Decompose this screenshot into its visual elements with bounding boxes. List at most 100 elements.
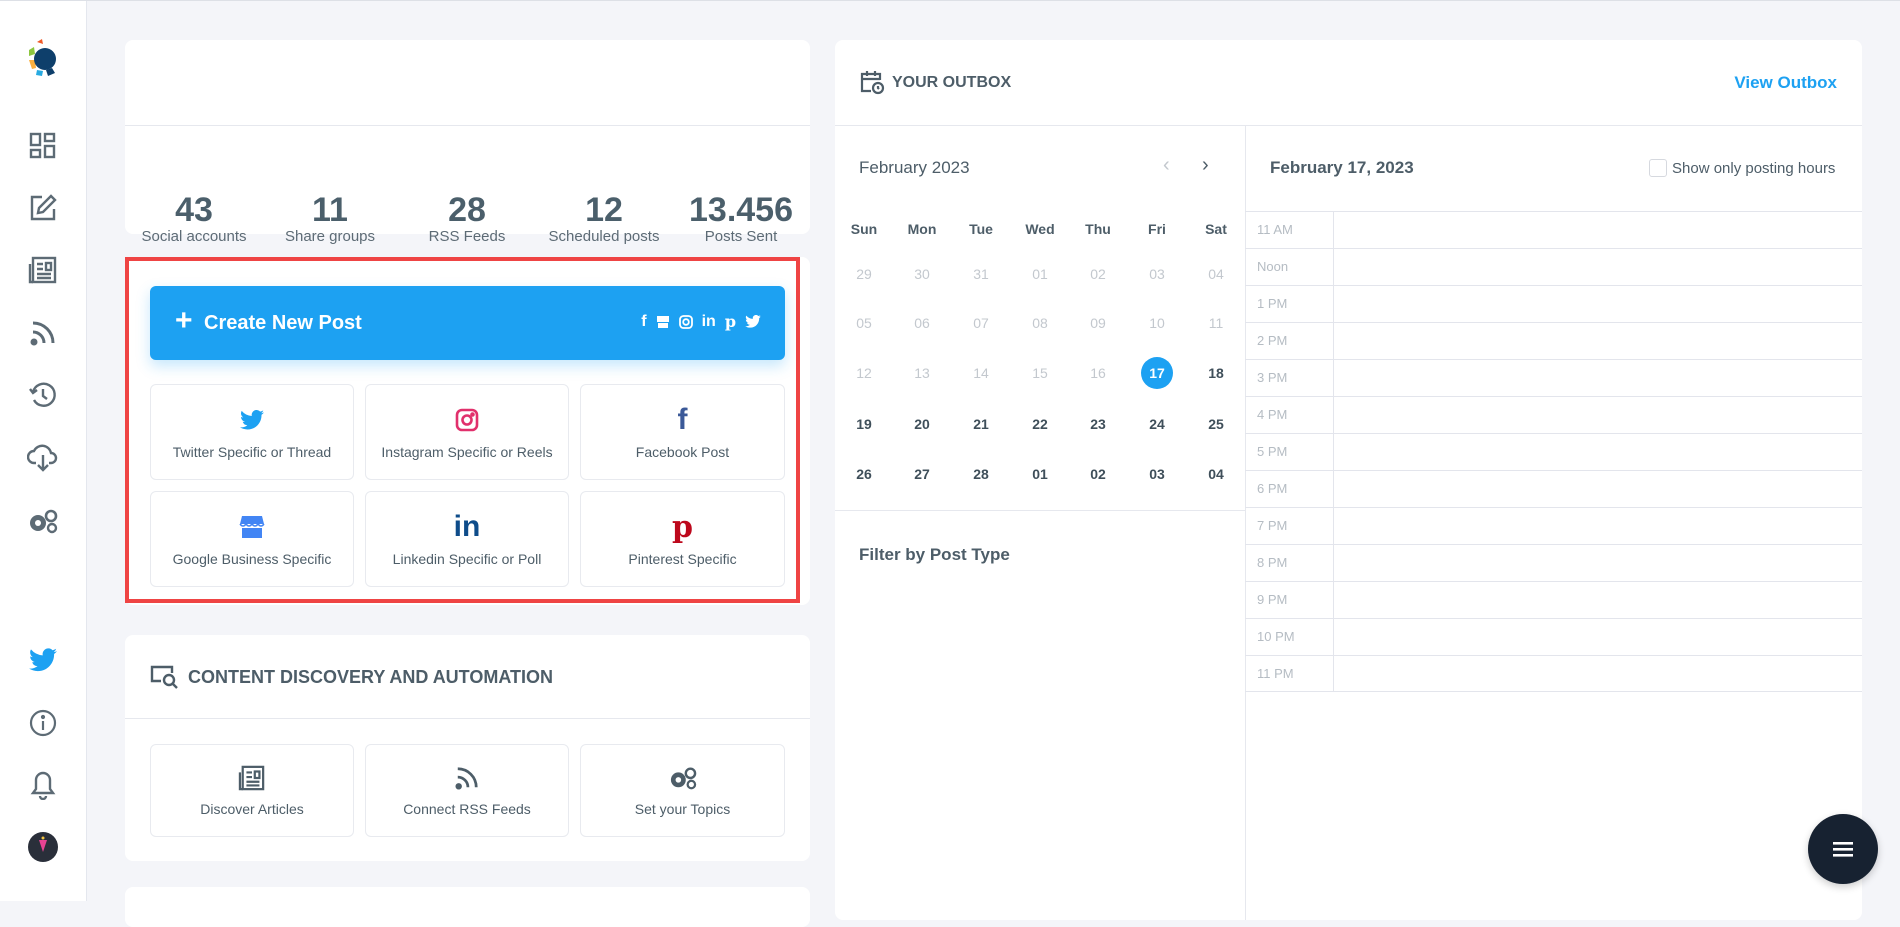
calendar-clock-icon (860, 71, 885, 95)
calendar-day[interactable]: 29 (856, 266, 872, 282)
calendar-day[interactable]: 04 (1208, 266, 1224, 282)
create-new-post-button[interactable]: + Create New Post f in p (150, 286, 785, 360)
time-slot-row[interactable]: 2 PM (1245, 322, 1862, 359)
avatar[interactable] (25, 829, 61, 865)
discovery-title: CONTENT DISCOVERY AND AUTOMATION (188, 667, 554, 687)
calendar-day[interactable]: 19 (856, 416, 872, 432)
compose-icon[interactable] (25, 190, 61, 226)
time-slot-row[interactable]: 11 PM (1245, 655, 1862, 692)
settings-icon[interactable] (25, 503, 61, 539)
time-slot-row[interactable]: 1 PM (1245, 285, 1862, 322)
calendar-day[interactable]: 13 (914, 365, 930, 381)
calendar-day[interactable]: 25 (1208, 416, 1224, 432)
calendar-day[interactable]: 31 (973, 266, 989, 282)
time-slot-row[interactable]: Noon (1245, 248, 1862, 285)
calendar-day[interactable]: 09 (1090, 315, 1106, 331)
tile-label: Connect RSS Feeds (403, 801, 531, 817)
linkedin-post-tile[interactable]: in Linkedin Specific or Poll (365, 491, 569, 587)
calendar-day[interactable]: 02 (1090, 266, 1106, 282)
articles-icon[interactable] (25, 252, 61, 288)
calendar-day[interactable]: 26 (856, 466, 872, 482)
stat-posts-sent: 13.456 Posts Sent (671, 190, 811, 245)
calendar-day[interactable]: 10 (1149, 315, 1165, 331)
calendar-day[interactable]: 20 (914, 416, 930, 432)
stat-label: Scheduled posts (548, 228, 660, 245)
create-new-post-label: Create New Post (204, 312, 362, 334)
calendar-day[interactable]: 21 (973, 416, 989, 432)
time-label: 6 PM (1257, 481, 1288, 496)
instagram-post-tile[interactable]: Instagram Specific or Reels (365, 384, 569, 480)
hamburger-icon (1833, 842, 1853, 857)
tile-label: Google Business Specific (172, 551, 332, 567)
divider (1333, 471, 1334, 507)
schedule-icon[interactable] (25, 377, 61, 413)
calendar-day[interactable]: 12 (856, 365, 872, 381)
weekday-header: Thu (1085, 221, 1111, 237)
divider (1333, 286, 1334, 322)
menu-fab-button[interactable] (1808, 814, 1878, 884)
twitter-icon[interactable] (25, 642, 61, 678)
stat-social-accounts: 43 Social accounts (124, 190, 264, 245)
time-slot-row[interactable]: 8 PM (1245, 544, 1862, 581)
time-slot-row[interactable]: 5 PM (1245, 433, 1862, 470)
time-label: 9 PM (1257, 592, 1288, 607)
calendar-day[interactable]: 24 (1149, 416, 1165, 432)
time-slot-row[interactable]: 3 PM (1245, 359, 1862, 396)
calendar-day[interactable]: 30 (914, 266, 930, 282)
divider (1333, 397, 1334, 433)
calendar-day[interactable]: 03 (1149, 266, 1165, 282)
calendar-day[interactable]: 03 (1149, 466, 1165, 482)
google-business-tile[interactable]: Google Business Specific (150, 491, 354, 587)
discovery-search-icon (150, 665, 178, 689)
calendar-day[interactable]: 07 (973, 315, 989, 331)
info-icon[interactable] (25, 705, 61, 741)
time-slot-row[interactable]: 10 PM (1245, 618, 1862, 655)
time-label: 4 PM (1257, 407, 1288, 422)
calendar-day[interactable]: 14 (973, 365, 989, 381)
set-topics-tile[interactable]: Set your Topics (580, 744, 785, 837)
time-slot-row[interactable]: 7 PM (1245, 507, 1862, 544)
calendar-day[interactable]: 23 (1090, 416, 1106, 432)
divider (1333, 508, 1334, 544)
instagram-icon (678, 314, 693, 329)
next-month-button[interactable]: › (1202, 154, 1209, 176)
time-slot-row[interactable]: 4 PM (1245, 396, 1862, 433)
time-slot-row[interactable]: 6 PM (1245, 470, 1862, 507)
posting-hours-checkbox[interactable] (1649, 159, 1667, 177)
calendar-day[interactable]: 27 (914, 466, 930, 482)
twitter-post-tile[interactable]: Twitter Specific or Thread (150, 384, 354, 480)
bell-icon[interactable] (25, 767, 61, 803)
calendar-day[interactable]: 15 (1032, 365, 1048, 381)
prev-month-button[interactable]: ‹ (1163, 154, 1170, 176)
pinterest-post-tile[interactable]: p Pinterest Specific (580, 491, 785, 587)
calendar-day[interactable]: 06 (914, 315, 930, 331)
divider (1333, 360, 1334, 396)
calendar-day-selected[interactable]: 17 (1141, 357, 1173, 389)
calendar-day[interactable]: 08 (1032, 315, 1048, 331)
view-outbox-link[interactable]: View Outbox (1734, 73, 1837, 92)
calendar-day[interactable]: 01 (1032, 466, 1048, 482)
calendar-day[interactable]: 01 (1032, 266, 1048, 282)
connect-rss-tile[interactable]: Connect RSS Feeds (365, 744, 569, 837)
discover-articles-tile[interactable]: Discover Articles (150, 744, 354, 837)
divider (1333, 249, 1334, 285)
stat-value: 13.456 (689, 191, 793, 229)
calendar-day[interactable]: 05 (856, 315, 872, 331)
facebook-post-tile[interactable]: f Facebook Post (580, 384, 785, 480)
time-slot-row[interactable]: 9 PM (1245, 581, 1862, 618)
dashboard-icon[interactable] (25, 128, 61, 164)
cloud-download-icon[interactable] (25, 440, 61, 476)
rss-icon[interactable] (25, 315, 61, 351)
calendar-day[interactable]: 28 (973, 466, 989, 482)
calendar-day[interactable]: 16 (1090, 365, 1106, 381)
calendar-day[interactable]: 22 (1032, 416, 1048, 432)
divider (1333, 582, 1334, 618)
calendar-day[interactable]: 11 (1208, 315, 1224, 331)
time-label: 1 PM (1257, 296, 1288, 311)
calendar-day[interactable]: 18 (1208, 365, 1224, 381)
time-slot-row[interactable]: 11 AM (1245, 211, 1862, 248)
calendar-day[interactable]: 02 (1090, 466, 1106, 482)
rss-icon (366, 763, 568, 793)
app-logo[interactable] (25, 39, 61, 76)
calendar-day[interactable]: 04 (1208, 466, 1224, 482)
